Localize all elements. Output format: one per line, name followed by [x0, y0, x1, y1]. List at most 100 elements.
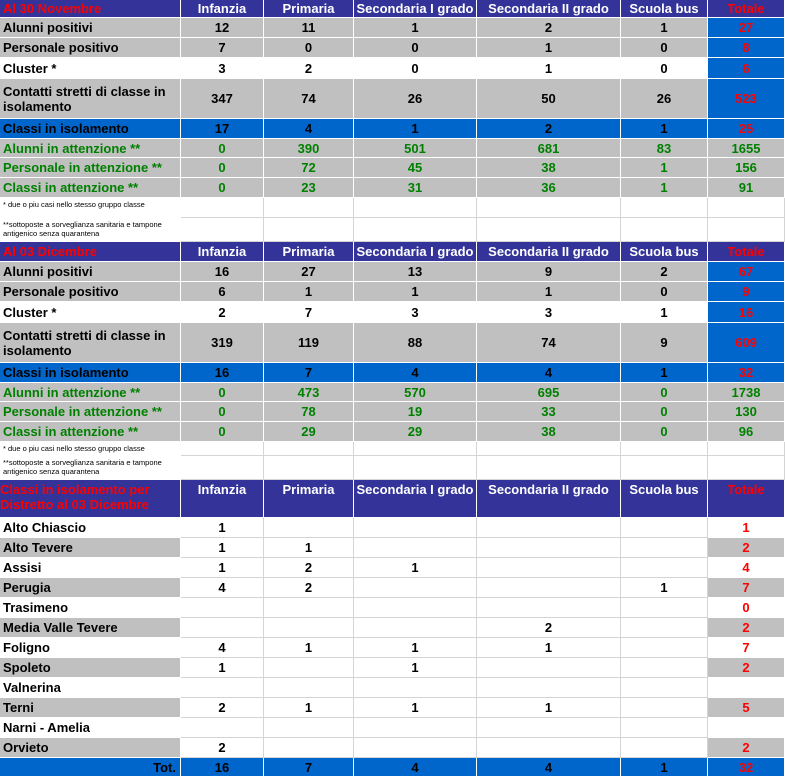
nov-row-value: 7 [181, 38, 264, 58]
district-row-value: 1 [181, 658, 264, 678]
dec-row-total: 9 [708, 282, 785, 302]
nov-row-label: Cluster * [0, 58, 181, 79]
district-total-value: 7 [264, 758, 354, 777]
district-row-value [621, 638, 708, 658]
nov-col-header: Secondaria I grado [354, 0, 477, 18]
district-row-label: Perugia [0, 578, 181, 598]
nov-row-value: 1 [621, 18, 708, 38]
nov-row-label: Classi in attenzione ** [0, 178, 181, 198]
nov-row-total: 523 [708, 79, 785, 119]
district-row-value [477, 738, 621, 758]
empty-cell [181, 442, 264, 456]
district-row-value [181, 718, 264, 738]
dec-row-total: 130 [708, 402, 785, 422]
dec-row-value: 0 [621, 402, 708, 422]
district-row-label: Assisi [0, 558, 181, 578]
dec-row-value: 7 [264, 302, 354, 323]
dec-col-header: Totale [708, 242, 785, 262]
nov-col-header: Secondaria II grado [477, 0, 621, 18]
nov-row-value: 17 [181, 119, 264, 139]
district-total-value: 4 [477, 758, 621, 777]
empty-cell [621, 198, 708, 218]
empty-cell [264, 456, 354, 480]
district-row-value [477, 518, 621, 538]
nov-row-label: Personale in attenzione ** [0, 158, 181, 178]
district-row-value [264, 658, 354, 678]
nov-row-value: 45 [354, 158, 477, 178]
district-row-value: 1 [264, 638, 354, 658]
nov-row-value: 2 [477, 119, 621, 139]
nov-row-total: 8 [708, 38, 785, 58]
dec-row-value: 4 [354, 363, 477, 383]
nov-row-value: 50 [477, 79, 621, 119]
district-row-total: 1 [708, 518, 785, 538]
nov-section-title: Al 30 Novembre [0, 0, 181, 18]
dec-row-value: 695 [477, 383, 621, 402]
district-row-value: 2 [181, 738, 264, 758]
empty-cell [181, 198, 264, 218]
nov-row-value: 0 [621, 58, 708, 79]
dec-row-value: 74 [477, 323, 621, 363]
nov-row-value: 0 [354, 58, 477, 79]
nov-col-header: Infanzia [181, 0, 264, 18]
dec-row-label: Contatti stretti di classe in isolamento [0, 323, 181, 363]
district-row-value [477, 558, 621, 578]
district-row-value [621, 658, 708, 678]
district-row-value: 2 [181, 698, 264, 718]
dec-row-total: 609 [708, 323, 785, 363]
dec-row-value: 4 [477, 363, 621, 383]
nov-row-label: Contatti stretti di classe in isolamento [0, 79, 181, 119]
empty-cell [181, 218, 264, 242]
nov-row-value: 1 [621, 119, 708, 139]
district-row-total [708, 718, 785, 738]
dec-footnote-attention: **sottoposte a sorveglianza sanitaria e … [0, 456, 181, 480]
dec-row-value: 319 [181, 323, 264, 363]
dec-row-value: 38 [477, 422, 621, 442]
empty-cell [708, 456, 785, 480]
dec-row-value: 473 [264, 383, 354, 402]
district-row-value: 1 [354, 638, 477, 658]
nov-row-value: 0 [354, 38, 477, 58]
district-row-value [181, 598, 264, 618]
district-row-value: 1 [181, 538, 264, 558]
nov-row-value: 11 [264, 18, 354, 38]
district-row-label: Narni - Amelia [0, 718, 181, 738]
district-row-value [621, 618, 708, 638]
dec-row-value: 9 [477, 262, 621, 282]
empty-cell [708, 442, 785, 456]
empty-cell [354, 442, 477, 456]
dec-row-value: 0 [181, 422, 264, 442]
nov-row-value: 2 [477, 18, 621, 38]
nov-row-total: 25 [708, 119, 785, 139]
district-row-value [354, 598, 477, 618]
nov-row-value: 1 [477, 58, 621, 79]
nov-row-label: Alunni in attenzione ** [0, 139, 181, 158]
dec-section-title: Al 03 Dicembre [0, 242, 181, 262]
nov-row-value: 0 [264, 38, 354, 58]
dec-row-value: 2 [181, 302, 264, 323]
district-row-value [354, 738, 477, 758]
district-row-total [708, 678, 785, 698]
empty-cell [264, 198, 354, 218]
empty-cell [708, 198, 785, 218]
nov-row-value: 3 [181, 58, 264, 79]
district-row-label: Spoleto [0, 658, 181, 678]
dec-row-label: Classi in isolamento [0, 363, 181, 383]
dec-row-value: 1 [264, 282, 354, 302]
district-row-value [621, 598, 708, 618]
dec-row-value: 16 [181, 363, 264, 383]
dec-row-value: 0 [621, 282, 708, 302]
district-row-value: 2 [477, 618, 621, 638]
district-row-total: 2 [708, 618, 785, 638]
nov-row-value: 1 [621, 158, 708, 178]
nov-row-value: 4 [264, 119, 354, 139]
district-row-label: Terni [0, 698, 181, 718]
dec-row-value: 2 [621, 262, 708, 282]
nov-col-header: Primaria [264, 0, 354, 18]
district-row-value [621, 538, 708, 558]
district-row-total: 7 [708, 638, 785, 658]
district-row-total: 2 [708, 658, 785, 678]
nov-row-value: 347 [181, 79, 264, 119]
empty-cell [708, 218, 785, 242]
nov-row-value: 0 [181, 158, 264, 178]
